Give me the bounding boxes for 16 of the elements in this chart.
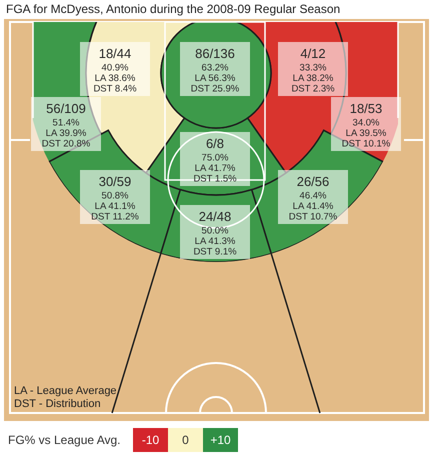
data-label: 86/136 63.2% LA 56.3% DST 25.9%: [190, 46, 240, 94]
text: LA - League Average: [14, 385, 117, 397]
text: FGA for McDyess, Antonio during the 2008-09 Regular Season: [6, 2, 340, 16]
data-label: 6/8 75.0% LA 41.7% DST 1.5%: [193, 136, 238, 184]
data-label: 18/44 40.9% LA 38.6% DST 8.4%: [93, 46, 138, 94]
text: DST - Distribution: [14, 398, 101, 410]
text: +10: [210, 433, 231, 447]
color-bar-title: FG% vs League Avg.: [8, 433, 121, 447]
data-label: 4/12 33.3% LA 38.2% DST 2.3%: [291, 46, 336, 94]
data-label: 56/109 51.4% LA 39.9% DST 20.8%: [42, 101, 91, 150]
text: -10: [142, 433, 160, 447]
text: 0: [182, 433, 190, 447]
data-label: 26/56 46.4% LA 41.4% DST 10.7%: [288, 174, 338, 222]
data-label: 30/59 50.8% LA 41.1% DST 11.2%: [91, 174, 140, 222]
data-label: 24/48 50.0% LA 41.3% DST 9.1%: [193, 209, 238, 258]
data-label: 18/53 34.0% LA 39.5% DST 10.1%: [342, 101, 391, 150]
